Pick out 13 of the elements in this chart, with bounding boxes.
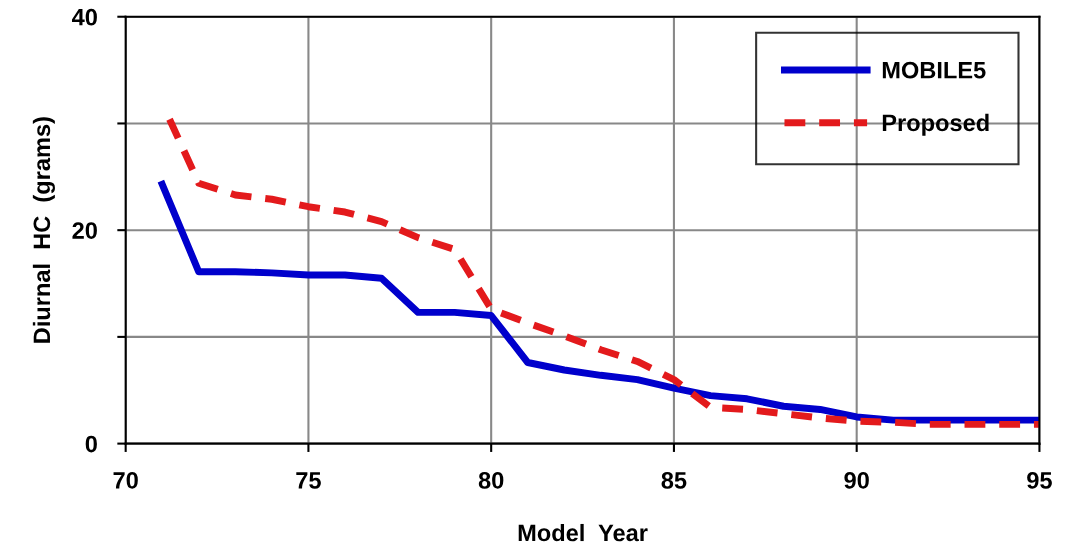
y-axis-title: Diurnal HC (grams): [32, 117, 55, 343]
y-tick-label: 20: [72, 222, 97, 239]
x-tick-label: 75: [296, 472, 321, 489]
x-tick-label: 70: [113, 472, 138, 489]
y-tick-label: 40: [71, 8, 97, 26]
y-tick-label: 0: [85, 435, 97, 453]
x-tick-label: 90: [844, 472, 869, 489]
legend-label: Proposed: [882, 113, 989, 136]
x-tick-label: 95: [1027, 472, 1052, 489]
legend-label: MOBILE5: [882, 61, 986, 79]
x-tick-label: 80: [478, 472, 504, 489]
x-axis-title: Model Year: [518, 523, 648, 542]
x-tick-label: 85: [661, 472, 687, 489]
